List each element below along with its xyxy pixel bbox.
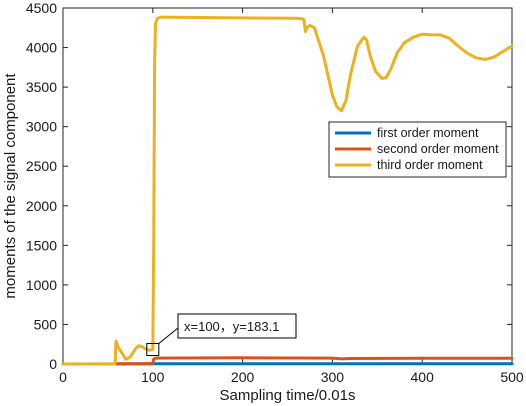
x-tick-label: 500 [500,369,524,385]
legend-label-2: second order moment [377,142,499,156]
annotation-box [177,313,297,339]
y-tick-label: 500 [34,316,58,332]
legend-label-1: first order moment [377,126,479,140]
y-axis-title: moments of the signal component [2,73,19,299]
legend-label-3: third order moment [377,158,483,172]
x-tick-label: 0 [59,369,67,385]
annotation-leader [158,327,179,344]
plot-frame [62,7,513,365]
y-tick-label: 1000 [26,277,57,293]
y-tick-label: 4500 [26,0,57,16]
y-tick-label: 0 [49,356,57,372]
y-tick-label: 1500 [26,237,57,253]
x-axis-title: Sampling time/0.01s [220,387,356,404]
series-line-3 [61,15,514,366]
y-tick-label: 4000 [26,40,57,56]
x-tick-label: 100 [141,369,165,385]
y-tick-label: 3500 [26,79,57,95]
y-tick-label: 2000 [26,198,57,214]
x-tick-label: 400 [411,369,435,385]
x-tick-label: 300 [321,369,345,385]
annotation-text: x=100，y=183.1 [184,319,279,334]
y-tick-label: 3000 [26,119,57,135]
y-tick-label: 2500 [26,158,57,174]
x-tick-label: 200 [231,369,255,385]
annotation-marker [146,343,160,357]
